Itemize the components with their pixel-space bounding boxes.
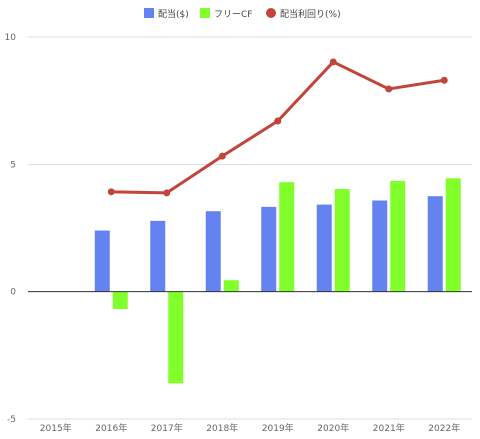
x-tick-label: 2020年 [317, 422, 349, 434]
y-tick-label: -5 [7, 415, 16, 425]
line-layer [107, 58, 448, 197]
x-tick-label: 2022年 [428, 422, 460, 434]
y-tick-label: 5 [10, 160, 16, 170]
legend-item-yield-marker [266, 8, 276, 18]
line-point-yield [107, 188, 115, 196]
bar-dividend [94, 230, 110, 292]
bar-free-cf [112, 291, 128, 309]
line-point-yield [440, 76, 448, 84]
x-tick-label: 2019年 [262, 422, 294, 434]
bar-free-cf [334, 189, 350, 292]
grid-layer [28, 36, 472, 420]
bar-dividend [372, 200, 388, 292]
x-tick-label: 2015年 [40, 422, 72, 434]
legend-item-yield-label: 配当利回り(%) [280, 8, 341, 20]
bar-free-cf [223, 280, 239, 292]
y-tick-label: 0 [10, 288, 16, 298]
legend-item-free-cf-label: フリーCF [214, 10, 252, 20]
x-tick-label: 2021年 [373, 422, 405, 434]
x-tick-label: 2017年 [151, 422, 183, 434]
axis-label-layer: -5 0 5 10 2015年 2016年 2017年 2018年 2019年 2020年 2021… [5, 33, 461, 434]
bar-free-cf [445, 178, 461, 292]
series-line-yield [109, 60, 446, 195]
bar-free-cf [279, 182, 295, 292]
legend-item-dividend-label: 配当($) [158, 8, 189, 20]
y-tick-label: 10 [5, 33, 17, 43]
bar-dividend [316, 204, 332, 292]
line-point-yield [218, 152, 226, 160]
x-tick-label: 2018年 [206, 422, 238, 434]
bar-layer [94, 178, 461, 384]
bar-dividend [261, 206, 277, 292]
bar-dividend [205, 211, 221, 292]
bar-free-cf [390, 180, 406, 292]
line-point-yield [274, 117, 282, 125]
legend-item-dividend-marker [144, 8, 154, 18]
legend-item-free-cf-marker [200, 8, 210, 18]
x-tick-label: 2016年 [95, 422, 127, 434]
bar-dividend [150, 220, 166, 292]
line-point-yield [163, 189, 171, 197]
bar-free-cf [168, 291, 184, 384]
line-point-yield [385, 85, 393, 93]
bar-dividend [427, 196, 443, 292]
legend: 配当($) フリーCF 配当利回り(%) [144, 8, 341, 20]
line-point-yield [329, 58, 337, 66]
